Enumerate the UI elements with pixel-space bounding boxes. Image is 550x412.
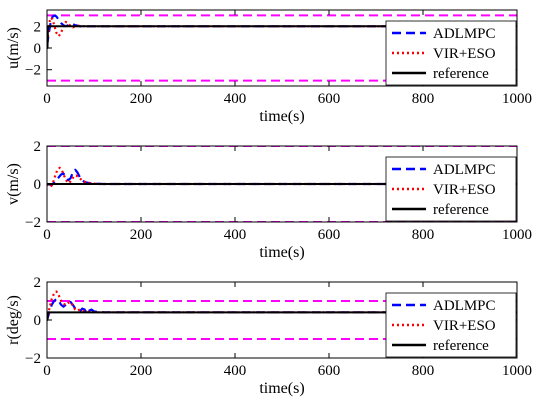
legend: ADLMPC VIR+ESO reference	[385, 292, 517, 358]
legend-label: reference	[433, 338, 489, 354]
x-tick-label: 600	[318, 363, 341, 379]
x-tick-label: 1000	[502, 363, 532, 379]
series-line-vir-eso	[47, 166, 517, 188]
x-tick-label: 200	[130, 227, 153, 243]
x-axis-label: time(s)	[259, 244, 304, 261]
x-tick-label: 1000	[502, 91, 532, 107]
x-tick-label: 800	[412, 91, 435, 107]
y-axis-label: r(deg/s)	[5, 295, 22, 345]
x-tick-label: 0	[43, 227, 51, 243]
y-tick-label: 2	[34, 19, 42, 35]
y-tick-label: 0	[34, 313, 42, 329]
x-tick-label: 400	[224, 363, 247, 379]
legend: ADLMPC VIR+ESO reference	[385, 20, 517, 86]
x-tick-label: 600	[318, 227, 341, 243]
y-tick-label: 0	[34, 177, 42, 193]
y-tick-label: 0	[34, 41, 42, 57]
legend: ADLMPC VIR+ESO reference	[385, 156, 517, 222]
legend-label: reference	[433, 66, 489, 82]
x-tick-label: 200	[130, 363, 153, 379]
x-tick-label: 400	[224, 91, 247, 107]
legend-label: ADLMPC	[433, 26, 496, 42]
x-axis-label: time(s)	[259, 380, 304, 397]
x-tick-label: 600	[318, 91, 341, 107]
x-tick-label: 0	[43, 363, 51, 379]
x-tick-label: 0	[43, 91, 51, 107]
x-axis-label: time(s)	[259, 108, 304, 125]
legend-label: ADLMPC	[433, 162, 496, 178]
legend-label: VIR+ESO	[433, 182, 496, 198]
x-tick-label: 400	[224, 227, 247, 243]
legend-label: VIR+ESO	[433, 318, 496, 334]
x-tick-label: 200	[130, 91, 153, 107]
legend-label: reference	[433, 202, 489, 218]
legend-label: VIR+ESO	[433, 46, 496, 62]
x-tick-label: 1000	[502, 227, 532, 243]
x-tick-label: 800	[412, 227, 435, 243]
y-tick-label: −2	[25, 215, 41, 231]
legend-label: ADLMPC	[433, 298, 496, 314]
y-tick-label: 2	[34, 275, 42, 291]
y-axis-label: u(m/s)	[5, 27, 22, 69]
y-axis-label: v(m/s)	[5, 163, 22, 205]
x-tick-label: 800	[412, 363, 435, 379]
y-tick-label: −2	[25, 63, 41, 79]
y-tick-label: 2	[34, 139, 42, 155]
y-tick-label: −2	[25, 351, 41, 367]
